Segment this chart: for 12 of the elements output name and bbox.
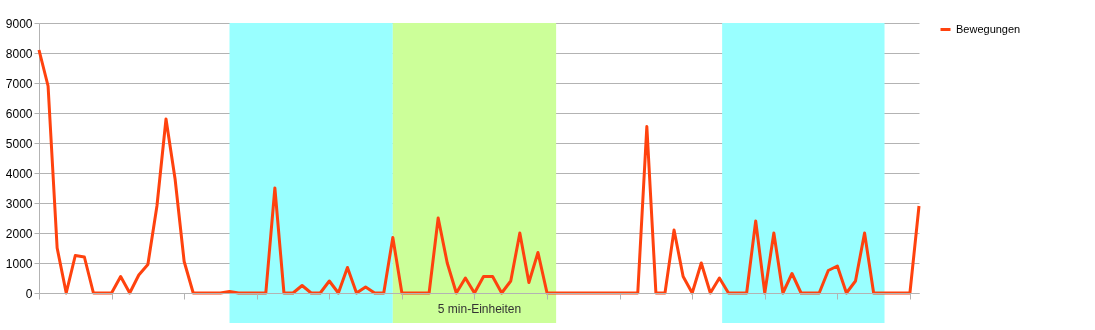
y-tick-label: 6000	[5, 106, 33, 121]
legend-label: Bewegungen	[956, 22, 1021, 35]
x-axis-title: 5 min-Einheiten	[437, 302, 522, 316]
y-tick-label: 8000	[5, 46, 33, 61]
y-tick-label: 5000	[5, 136, 33, 151]
y-tick-label: 7000	[5, 76, 33, 91]
y-tick-label: 4000	[5, 166, 33, 181]
y-tick-label: 9000	[5, 16, 33, 31]
y-tick-label: 3000	[5, 196, 33, 211]
y-tick-label: 1000	[5, 256, 33, 271]
y-tick-label: 2000	[5, 226, 33, 241]
y-tick-label: 0	[25, 286, 33, 301]
